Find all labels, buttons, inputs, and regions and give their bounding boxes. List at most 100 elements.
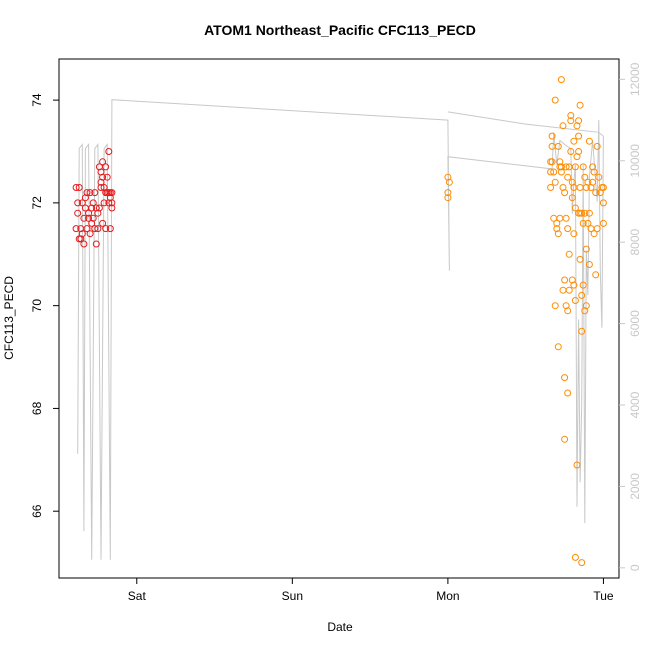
data-point-s2-89: [589, 163, 597, 171]
data-point-s1-1: [72, 225, 80, 233]
data-point-s2-1: [444, 189, 452, 197]
data-point-s2-7: [548, 142, 556, 150]
data-point-s1-47: [105, 148, 113, 155]
data-point-s1-25: [91, 189, 99, 197]
data-point-s2-19: [554, 343, 562, 351]
data-point-s2-92: [592, 189, 600, 197]
data-point-s2-70: [578, 209, 586, 217]
data-point-s2-51: [570, 137, 578, 145]
data-point-s1-27: [92, 240, 100, 248]
depth-trace-line: [77, 99, 604, 560]
data-point-s2-42: [565, 286, 573, 294]
data-point-s1-23: [89, 199, 97, 207]
data-point-s1-48: [106, 225, 114, 233]
data-point-s2-15: [553, 225, 561, 233]
y2-tick-label-4000: 4000: [628, 391, 642, 418]
data-point-s1-33: [97, 184, 105, 191]
y2-tick-label-6000: 6000: [628, 310, 642, 337]
y2-tick-label-8000: 8000: [628, 229, 642, 256]
data-point-s2-85: [585, 209, 593, 217]
data-point-s1-11: [80, 240, 88, 248]
data-point-s1-21: [88, 204, 96, 212]
y-tick-label-72: 72: [30, 196, 44, 210]
data-point-s2-25: [557, 163, 565, 171]
data-point-s2-101: [599, 219, 607, 227]
data-point-s1-10: [80, 214, 88, 222]
data-point-s1-2: [74, 199, 82, 207]
data-point-s1-8: [78, 230, 86, 238]
data-point-s2-96: [595, 173, 603, 181]
data-point-s2-4: [547, 184, 555, 191]
data-point-s2-36: [564, 389, 572, 397]
data-point-s2-71: [578, 559, 586, 567]
data-point-s2-61: [575, 117, 583, 125]
data-point-s2-38: [564, 307, 572, 315]
data-point-s1-40: [102, 163, 110, 171]
data-point-s1-3: [74, 209, 82, 217]
data-point-s2-2: [445, 178, 453, 186]
data-point-s2-90: [590, 230, 598, 238]
data-point-s2-94: [593, 225, 601, 233]
y2-tick-label-12000: 12000: [628, 62, 642, 96]
data-point-s2-53: [571, 204, 579, 212]
data-point-s2-33: [562, 214, 570, 222]
x-tick-label-tue: Tue: [593, 589, 614, 603]
data-point-s2-26: [559, 122, 567, 130]
y2-tick-label-10000: 10000: [628, 144, 642, 178]
data-point-s1-29: [94, 225, 102, 233]
data-point-s2-41: [565, 250, 573, 258]
y-tick-label-70: 70: [30, 299, 44, 313]
x-tick-label-sat: Sat: [128, 589, 147, 603]
data-point-s1-36: [99, 173, 107, 181]
data-point-s2-77: [581, 209, 589, 217]
data-point-s2-49: [570, 230, 578, 238]
data-point-s2-13: [551, 96, 559, 104]
data-point-s2-54: [571, 297, 579, 304]
data-point-s2-81: [584, 219, 592, 227]
data-point-s2-57: [573, 461, 581, 469]
data-point-s2-14: [551, 302, 559, 310]
x-tick-label-mon: Mon: [436, 589, 459, 603]
data-point-s2-91: [590, 168, 598, 176]
data-point-s1-52: [108, 204, 116, 212]
data-point-s2-47: [568, 194, 576, 202]
data-point-s2-84: [585, 261, 593, 268]
x-tick-label-sun: Sun: [282, 589, 303, 603]
data-point-s2-21: [556, 158, 564, 166]
y-axis-label: CFC113_PECD: [2, 276, 16, 360]
data-point-s2-12: [551, 178, 559, 186]
data-points-layer: [72, 76, 607, 567]
data-point-s2-78: [582, 302, 590, 310]
data-point-s2-52: [570, 281, 578, 289]
data-point-s1-20: [88, 219, 96, 227]
data-point-s2-31: [561, 374, 569, 382]
data-point-s2-23: [557, 168, 565, 176]
data-point-s2-0: [444, 173, 452, 181]
data-point-s2-29: [561, 276, 569, 284]
data-point-s2-74: [579, 281, 587, 289]
data-point-s1-22: [89, 214, 97, 222]
data-point-s2-32: [561, 435, 569, 443]
data-point-s2-37: [564, 173, 572, 181]
data-point-s2-3: [444, 194, 452, 202]
data-point-s2-24: [557, 76, 565, 84]
data-point-s1-14: [83, 189, 91, 197]
y2-tick-label-2000: 2000: [628, 473, 642, 500]
data-point-s2-82: [584, 178, 592, 186]
data-point-s2-75: [581, 307, 589, 315]
data-point-s2-68: [578, 327, 586, 335]
data-point-s1-24: [91, 225, 99, 233]
data-point-s1-53: [108, 199, 116, 207]
data-point-s2-64: [576, 255, 584, 263]
data-point-s2-55: [571, 163, 579, 171]
data-point-s2-69: [578, 291, 586, 299]
x-axis-label: Date: [327, 620, 353, 634]
data-point-s2-44: [567, 112, 575, 119]
data-point-s2-83: [585, 137, 593, 145]
data-point-s2-5: [547, 168, 555, 176]
data-point-s2-10: [550, 168, 558, 176]
data-point-s1-16: [85, 209, 93, 217]
y-tick-label-66: 66: [30, 504, 44, 518]
data-point-s2-56: [571, 553, 579, 561]
